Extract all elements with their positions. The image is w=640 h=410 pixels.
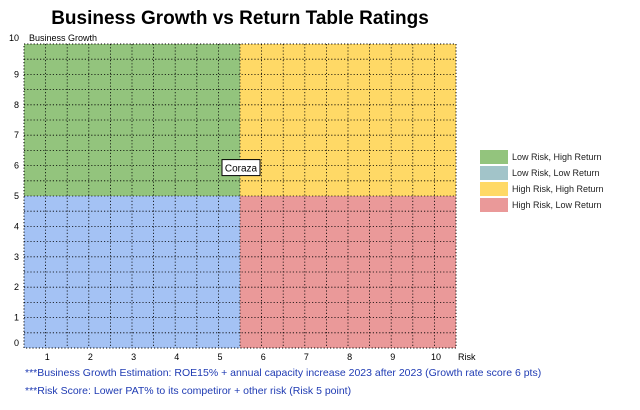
x-tick-label: 4: [174, 352, 179, 362]
legend-label: Low Risk, Low Return: [512, 168, 600, 178]
legend-label: High Risk, Low Return: [512, 200, 602, 210]
legend-swatch: [480, 182, 508, 196]
footnote-growth: ***Business Growth Estimation: ROE15% + …: [25, 367, 542, 379]
legend: Low Risk, High Return Low Risk, Low Retu…: [480, 149, 604, 213]
y-axis-label: Business Growth: [29, 33, 97, 43]
y-tick-label: 3: [14, 252, 19, 262]
x-tick-label: 6: [261, 352, 266, 362]
y-tick-label: 8: [14, 100, 19, 110]
x-tick-label: 3: [131, 352, 136, 362]
footnote-risk: ***Risk Score: Lower PAT% to its competi…: [25, 385, 352, 397]
x-tick-label: 9: [390, 352, 395, 362]
y-tick-label: 4: [14, 221, 19, 231]
point-label: Coraza: [225, 164, 258, 175]
x-tick-label: 1: [45, 352, 50, 362]
legend-item: Low Risk, High Return: [480, 149, 604, 165]
y-tick-label: 5: [14, 191, 19, 201]
legend-item: High Risk, High Return: [480, 181, 604, 197]
x-tick-label: 10: [431, 352, 441, 362]
y-tick-label: 1: [14, 313, 19, 323]
y-tick-label: 7: [14, 130, 19, 140]
y-tick-label: 0: [14, 338, 19, 348]
y-tick-label: 6: [14, 161, 19, 171]
legend-item: Low Risk, Low Return: [480, 165, 604, 181]
x-tick-label: 7: [304, 352, 309, 362]
y-tick-label: 9: [14, 69, 19, 79]
x-tick-label: 5: [217, 352, 222, 362]
x-tick-label: 2: [88, 352, 93, 362]
x-axis-label: Risk: [458, 352, 476, 362]
legend-label: High Risk, High Return: [512, 184, 604, 194]
legend-label: Low Risk, High Return: [512, 152, 602, 162]
legend-item: High Risk, Low Return: [480, 197, 604, 213]
y-tick-label: 2: [14, 282, 19, 292]
x-tick-label: 8: [347, 352, 352, 362]
chart-title: Business Growth vs Return Table Ratings: [51, 8, 429, 29]
legend-swatch: [480, 150, 508, 164]
y-tick-label: 10: [9, 33, 19, 43]
legend-swatch: [480, 166, 508, 180]
point-label-box: [221, 159, 261, 177]
legend-swatch: [480, 198, 508, 212]
